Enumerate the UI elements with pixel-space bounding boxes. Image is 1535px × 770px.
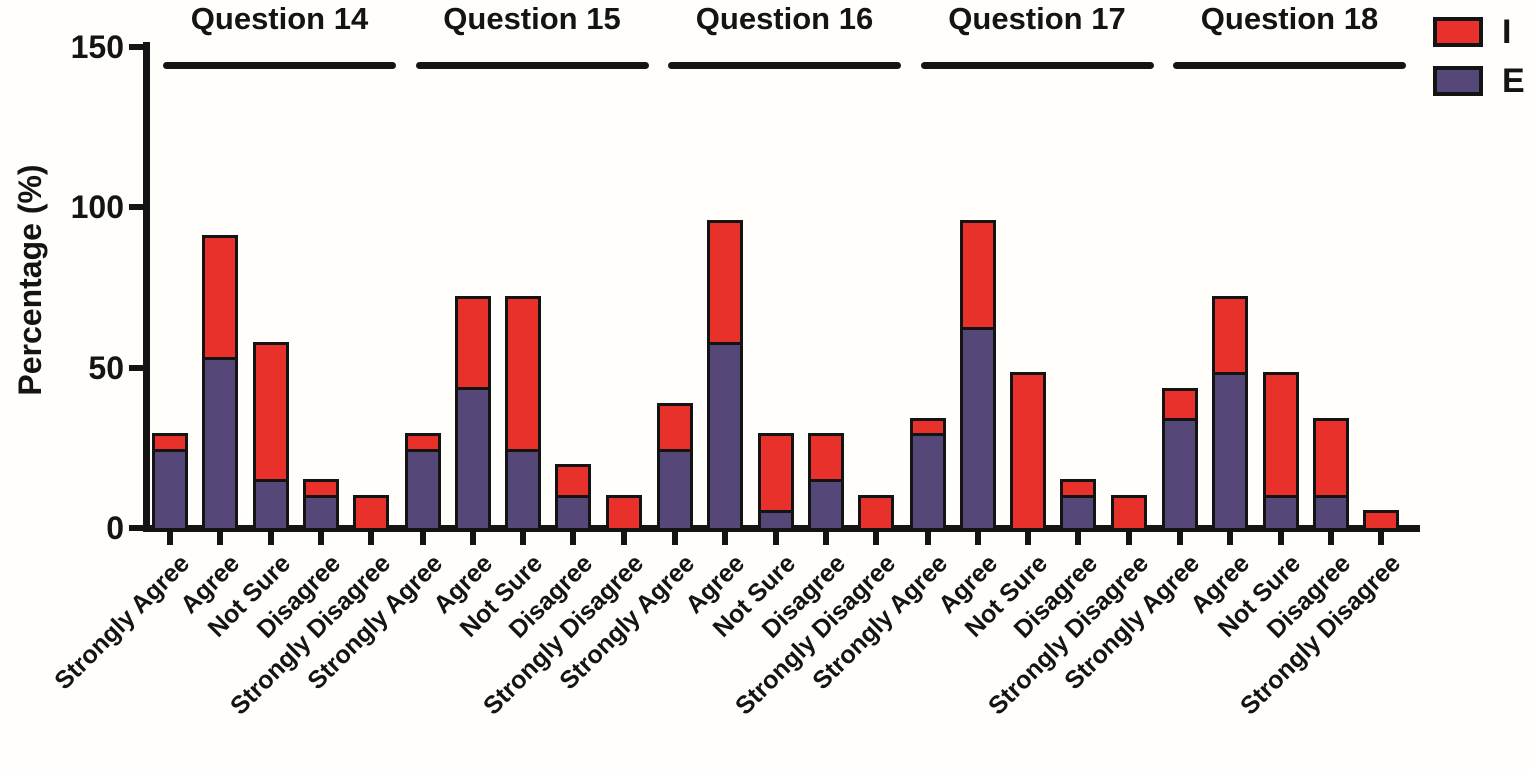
x-tick-mark: [1378, 532, 1385, 545]
bar-segment-E: [810, 479, 841, 528]
group-header: Question 15: [443, 1, 621, 36]
bar-g0-c0: [152, 433, 188, 531]
bar-g3-c2: [1010, 372, 1047, 531]
bar-g0-c2: [252, 341, 289, 531]
x-tick-mark: [1227, 532, 1234, 545]
x-tick-mark: [924, 532, 931, 545]
x-tick-mark: [1025, 532, 1032, 545]
bar-segment-E: [205, 357, 236, 528]
x-tick-mark: [1177, 532, 1183, 545]
bar-segment-E: [1265, 494, 1296, 528]
y-tick-label: 150: [70, 29, 124, 66]
y-tick-label: 0: [106, 510, 124, 546]
x-tick-mark: [419, 532, 426, 545]
x-tick-mark: [469, 532, 476, 545]
x-tick-mark: [772, 532, 779, 545]
bar-g3-c4: [1110, 494, 1147, 531]
group-header-line: [1173, 62, 1406, 69]
group-header-line: [668, 62, 901, 69]
bar-segment-E: [305, 494, 336, 528]
bar-g0-c1: [202, 234, 239, 531]
x-tick-mark: [570, 532, 577, 545]
group-header: Question 14: [190, 1, 369, 36]
bar-segment-E: [1063, 494, 1094, 528]
bar-segment-E: [1165, 418, 1195, 528]
bar-g2-c2: [757, 433, 794, 531]
bar-segment-E: [1315, 494, 1346, 528]
bar-g0-c3: [302, 479, 339, 531]
bar-g4-c4: [1363, 509, 1400, 531]
x-tick-mark: [520, 532, 527, 545]
bar-segment-E: [962, 326, 993, 528]
group-header-line: [163, 62, 396, 69]
legend: I E: [1433, 13, 1533, 100]
x-tick-mark: [1277, 532, 1284, 545]
group-header-line: [920, 62, 1154, 69]
x-tick-mark: [317, 532, 324, 545]
bar-g2-c0: [657, 402, 693, 531]
bar-segment-E: [558, 494, 589, 528]
bar-segment-E: [1215, 372, 1246, 528]
bar-segment-E: [760, 509, 791, 528]
bar-g2-c1: [707, 219, 744, 531]
x-tick-mark: [167, 532, 173, 545]
y-tick-mark: [129, 364, 144, 371]
x-tick-mark: [620, 532, 627, 545]
bar-g1-c3: [555, 464, 592, 531]
x-tick-mark: [368, 532, 375, 545]
x-tick-mark: [267, 532, 274, 545]
y-tick-mark: [129, 525, 144, 531]
x-tick-mark: [873, 532, 880, 545]
bar-segment-E: [407, 448, 438, 528]
bar-g4-c3: [1312, 418, 1349, 531]
y-axis-line: [143, 42, 150, 532]
x-tick-mark: [217, 532, 224, 545]
bar-segment-E: [457, 387, 488, 528]
x-tick-mark: [722, 532, 729, 545]
y-tick-mark: [129, 204, 144, 211]
bar-segment-E: [660, 448, 690, 528]
bar-segment-E: [255, 479, 286, 528]
bar-g1-c0: [404, 433, 441, 531]
bar-g1-c2: [505, 296, 542, 531]
bar-segment-E: [508, 448, 539, 528]
y-axis-title: Percentage (%): [12, 164, 48, 396]
y-tick-label: 50: [88, 349, 124, 386]
bar-segment-E: [710, 341, 741, 528]
x-tick-mark: [822, 532, 829, 545]
bar-g0-c4: [353, 494, 390, 531]
legend-swatch-I: [1433, 17, 1483, 47]
bar-g4-c0: [1162, 387, 1198, 531]
group-header: Question 18: [1200, 1, 1379, 36]
x-tick-mark: [974, 532, 981, 545]
x-tick-mark: [1075, 532, 1082, 545]
x-tick-mark: [1327, 532, 1334, 545]
bar-segment-E: [155, 448, 185, 528]
legend-swatch-E: [1433, 66, 1483, 96]
x-tick-mark: [1125, 532, 1132, 545]
group-header-line: [415, 62, 649, 69]
bar-g2-c4: [858, 494, 895, 531]
x-tick-mark: [672, 532, 678, 545]
group-header: Question 16: [695, 1, 874, 36]
y-tick-label: 100: [70, 189, 124, 226]
bar-g3-c3: [1060, 479, 1097, 531]
y-tick-mark: [129, 44, 144, 51]
legend-label-E: E: [1502, 62, 1525, 100]
bar-g3-c0: [909, 417, 946, 531]
bar-segment-E: [912, 433, 943, 528]
bar-g3-c1: [959, 219, 996, 531]
group-header: Question 17: [948, 1, 1126, 36]
bar-g4-c1: [1212, 296, 1249, 531]
bar-g1-c4: [605, 494, 642, 531]
legend-label-I: I: [1502, 13, 1512, 51]
bar-g1-c1: [454, 295, 491, 531]
bar-g2-c3: [807, 433, 844, 531]
bar-g4-c2: [1262, 372, 1299, 531]
